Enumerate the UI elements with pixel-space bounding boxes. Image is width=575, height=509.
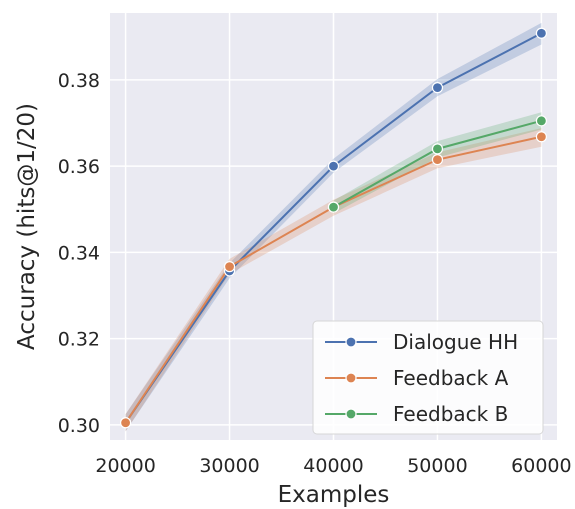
feedback-b-ci-band (333, 112, 542, 214)
x-tick-label: 20000 (95, 455, 155, 477)
feedback-b-point (535, 115, 548, 127)
y-tick-label: 0.32 (58, 329, 100, 351)
confidence-bands (125, 22, 542, 432)
feedback-a-point (119, 417, 132, 429)
legend-frame (312, 320, 544, 435)
feedback-a-point (223, 261, 236, 273)
legend-label: Dialogue HH (393, 330, 518, 354)
dialogue-hh-point (535, 27, 548, 39)
feedback-a-point (431, 154, 444, 166)
y-tick-label: 0.30 (58, 415, 100, 437)
legend: Dialogue HH Feedback A Feedback B (312, 320, 544, 435)
x-axis-label: Examples (278, 482, 390, 508)
x-tick-label: 40000 (303, 455, 363, 477)
y-tick-label: 0.38 (58, 70, 100, 92)
feedback-b-point (431, 143, 444, 155)
feedback-b-point (327, 201, 340, 213)
legend-marker (345, 336, 357, 348)
dialogue-hh-ci-band (125, 22, 542, 432)
legend-marker (345, 408, 357, 420)
y-axis-label: Accuracy (hits@1/20) (14, 103, 40, 350)
x-tick-label: 50000 (407, 455, 467, 477)
dialogue-hh-point (327, 160, 340, 172)
y-tick-label: 0.34 (58, 242, 100, 264)
y-tick-label: 0.36 (58, 156, 100, 178)
legend-label: Feedback B (393, 402, 508, 426)
y-tick-labels: 0.30 0.32 0.34 0.36 0.38 (58, 70, 100, 437)
x-tick-label: 60000 (511, 455, 571, 477)
x-tick-labels: 20000 30000 40000 50000 60000 (95, 455, 571, 477)
x-tick-label: 30000 (199, 455, 259, 477)
feedback-a-point (535, 131, 548, 143)
legend-label: Feedback A (393, 366, 509, 390)
legend-marker (345, 372, 357, 384)
series-markers (119, 27, 548, 429)
dialogue-hh-point (431, 82, 444, 94)
